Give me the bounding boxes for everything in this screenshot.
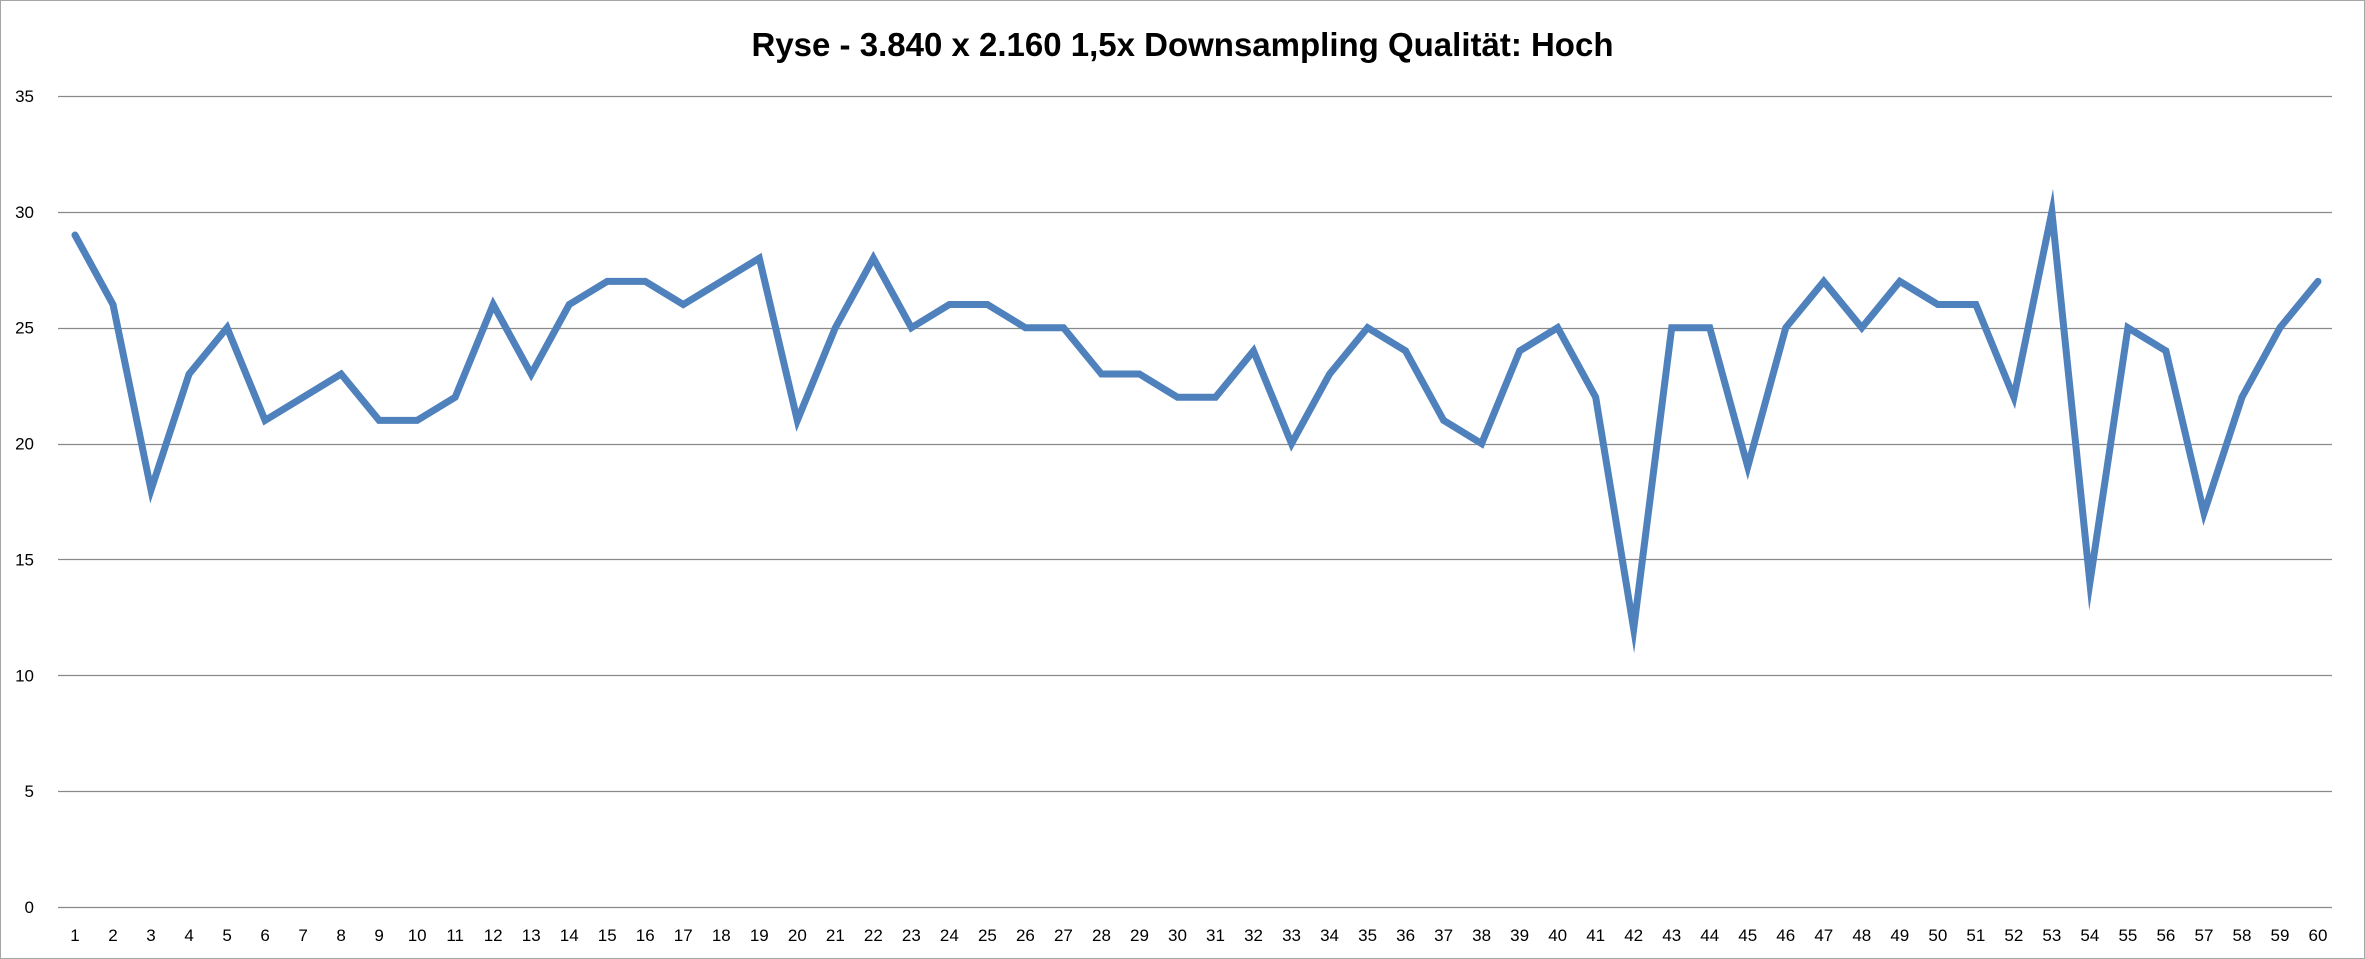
y-tick-label: 30 <box>15 203 34 222</box>
x-tick-label: 16 <box>636 926 655 945</box>
x-tick-label: 22 <box>864 926 883 945</box>
x-tick-label: 4 <box>184 926 193 945</box>
x-tick-label: 47 <box>1814 926 1833 945</box>
series-layer <box>71 188 2322 654</box>
x-tick-label: 39 <box>1510 926 1529 945</box>
x-tick-label: 56 <box>2156 926 2175 945</box>
x-tick-label: 3 <box>146 926 155 945</box>
gridlines <box>58 95 2332 909</box>
x-tick-label: 18 <box>712 926 731 945</box>
x-tick-label: 55 <box>2118 926 2137 945</box>
x-tick-label: 45 <box>1738 926 1757 945</box>
x-tick-label: 6 <box>260 926 269 945</box>
x-tick-label: 5 <box>222 926 231 945</box>
x-tick-label: 34 <box>1320 926 1339 945</box>
x-tick-label: 52 <box>2004 926 2023 945</box>
x-tick-label: 25 <box>978 926 997 945</box>
x-tick-label: 46 <box>1776 926 1795 945</box>
x-tick-label: 2 <box>108 926 117 945</box>
x-tick-label: 7 <box>298 926 307 945</box>
x-tick-label: 11 <box>446 926 464 945</box>
x-tick-label: 59 <box>2271 926 2290 945</box>
x-tick-label: 26 <box>1016 926 1035 945</box>
x-tick-label: 24 <box>940 926 959 945</box>
y-tick-label: 25 <box>15 319 34 338</box>
x-tick-label: 33 <box>1282 926 1301 945</box>
x-tick-label: 1 <box>70 926 79 945</box>
x-tick-label: 60 <box>2309 926 2328 945</box>
y-tick-label: 20 <box>15 435 34 454</box>
x-tick-label: 38 <box>1472 926 1491 945</box>
y-tick-label: 35 <box>15 87 34 106</box>
x-tick-label: 53 <box>2042 926 2061 945</box>
x-tick-label: 29 <box>1130 926 1149 945</box>
x-tick-label: 32 <box>1244 926 1263 945</box>
x-tick-label: 42 <box>1624 926 1643 945</box>
x-tick-label: 54 <box>2080 926 2099 945</box>
x-tick-label: 58 <box>2233 926 2252 945</box>
x-tick-label: 15 <box>598 926 617 945</box>
x-tick-label: 8 <box>336 926 345 945</box>
x-tick-label: 21 <box>826 926 845 945</box>
x-tick-label: 23 <box>902 926 921 945</box>
x-tick-label: 44 <box>1700 926 1719 945</box>
x-tick-label: 43 <box>1662 926 1681 945</box>
x-tick-label: 30 <box>1168 926 1187 945</box>
x-tick-label: 35 <box>1358 926 1377 945</box>
x-tick-label: 50 <box>1928 926 1947 945</box>
x-tick-label: 14 <box>560 926 579 945</box>
x-tick-label: 31 <box>1206 926 1225 945</box>
x-tick-label: 48 <box>1852 926 1871 945</box>
chart-title: Ryse - 3.840 x 2.160 1,5x Downsampling Q… <box>751 26 1614 63</box>
x-tick-label: 57 <box>2194 926 2213 945</box>
x-axis-tick-labels: 1 2 3 4 5 6 7 8 9 10 11 12 13 14 15 16 17 18 19 20 21 22 23 24 2… <box>70 926 2327 945</box>
x-tick-label: 37 <box>1434 926 1453 945</box>
series-line <box>71 188 2322 654</box>
y-tick-label: 5 <box>25 782 34 801</box>
x-tick-label: 10 <box>408 926 427 945</box>
x-tick-label: 17 <box>674 926 693 945</box>
y-tick-label: 0 <box>25 898 34 917</box>
y-tick-label: 15 <box>15 550 34 569</box>
x-tick-label: 49 <box>1890 926 1909 945</box>
x-tick-label: 51 <box>1966 926 1985 945</box>
x-tick-label: 19 <box>750 926 769 945</box>
x-tick-label: 41 <box>1586 926 1605 945</box>
x-tick-label: 12 <box>484 926 503 945</box>
x-tick-label: 20 <box>788 926 807 945</box>
x-tick-label: 13 <box>522 926 541 945</box>
y-tick-label: 10 <box>15 666 34 685</box>
x-tick-label: 9 <box>374 926 383 945</box>
x-tick-label: 27 <box>1054 926 1073 945</box>
x-tick-label: 28 <box>1092 926 1111 945</box>
x-tick-label: 40 <box>1548 926 1567 945</box>
x-tick-label: 36 <box>1396 926 1415 945</box>
y-axis-tick-labels: 0 5 10 15 20 25 30 35 <box>15 87 34 917</box>
